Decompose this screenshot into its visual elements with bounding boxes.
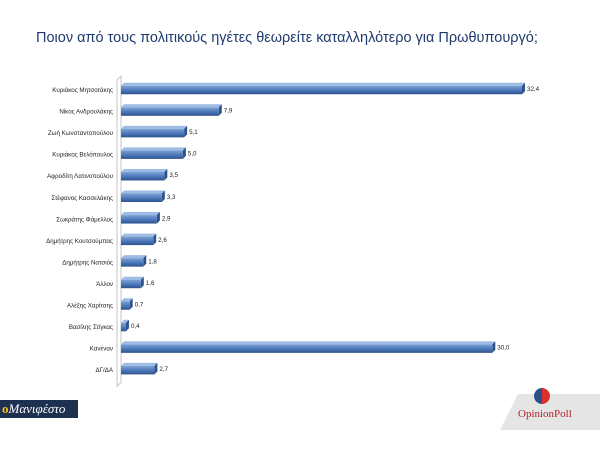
- value-label: 0,4: [131, 323, 140, 330]
- value-label: 5,0: [188, 151, 197, 158]
- value-label: 3,5: [169, 172, 178, 179]
- bar-top-face: [121, 233, 157, 237]
- bar: [121, 341, 496, 353]
- bar: [121, 319, 129, 332]
- bar: [121, 276, 144, 289]
- value-label: 32,4: [527, 86, 540, 93]
- bar-side-face: [154, 362, 158, 375]
- bar-front-face: [121, 150, 183, 159]
- value-label: 1,8: [148, 258, 157, 265]
- bar: [121, 104, 222, 116]
- bar-front-face: [121, 236, 154, 246]
- value-label: 0,7: [135, 302, 144, 309]
- value-label: 2,7: [159, 366, 168, 373]
- value-axis-wall: [116, 75, 122, 388]
- category-label: Ζωή Κωνσταντοπούλου: [48, 130, 114, 137]
- manifesto-logo-mark: ο: [2, 401, 9, 416]
- bar-side-face: [129, 298, 133, 310]
- bar-side-face: [156, 212, 160, 224]
- bar-side-face: [184, 125, 188, 138]
- bar: [121, 212, 160, 224]
- bar-top-face: [121, 82, 525, 86]
- category-label: Σωκράτης Φάμελλος: [56, 216, 113, 223]
- manifesto-logo-text: Μανιφέστο: [8, 401, 66, 416]
- bar-top-face: [121, 190, 165, 194]
- bar-top-face: [121, 255, 147, 259]
- bar-top-face: [121, 362, 158, 366]
- bar-front-face: [121, 107, 219, 116]
- bar: [121, 298, 133, 310]
- category-label: Νίκος Ανδρουλάκης: [59, 109, 113, 116]
- value-label: 2,9: [162, 215, 171, 222]
- bar-top-face: [121, 341, 496, 345]
- value-label: 7,9: [224, 108, 233, 115]
- opinionpoll-circle-icon: [534, 388, 550, 404]
- category-label: Βασίλης Στίγκας: [69, 324, 113, 331]
- bar-side-face: [143, 255, 147, 267]
- bar-front-face: [121, 279, 141, 289]
- manifesto-logo: οΜανιφέστο: [0, 400, 78, 418]
- category-label: Κανέναν: [90, 346, 113, 353]
- opinionpoll-logo-text: OpinionPoll: [518, 408, 572, 420]
- bar-side-face: [140, 276, 144, 289]
- bar-side-face: [522, 82, 525, 95]
- bar-top-face: [121, 168, 168, 172]
- value-label: 30,0: [497, 345, 510, 352]
- value-label: 1,6: [146, 280, 155, 287]
- bar-side-face: [164, 168, 168, 181]
- bar-front-face: [121, 301, 130, 310]
- bar: [121, 190, 165, 202]
- bar-top-face: [121, 212, 160, 216]
- bar-top-face: [121, 125, 188, 129]
- bar: [121, 125, 188, 138]
- bar-front-face: [121, 258, 144, 267]
- bar: [121, 168, 168, 181]
- category-label: Κυριάκος Βελόπουλος: [52, 152, 113, 159]
- category-label: Άλλον: [96, 281, 113, 288]
- opinionpoll-logo-band: [500, 394, 600, 430]
- bar-front-face: [121, 215, 157, 224]
- bar-side-face: [182, 147, 186, 159]
- category-label: Αλέξης Χαρίτσης: [67, 303, 113, 310]
- bar-front-face: [121, 322, 126, 332]
- bar-front-face: [121, 171, 165, 181]
- value-label: 2,6: [158, 237, 167, 244]
- bar-top-face: [121, 147, 186, 151]
- value-label: 3,3: [167, 194, 176, 201]
- category-label: ΔΓ/ΔΑ: [95, 367, 113, 374]
- opinionpoll-logo: OpinionPoll: [490, 388, 600, 432]
- chart-title: Ποιον από τους πολιτικούς ηγέτες θεωρείτ…: [36, 30, 538, 46]
- bar-side-face: [218, 104, 222, 116]
- bar-front-face: [121, 193, 162, 202]
- category-label: Κυριάκος Μητσοτάκης: [52, 87, 113, 94]
- bar: [121, 255, 147, 267]
- bar: [121, 233, 157, 246]
- bar-top-face: [121, 319, 129, 323]
- category-label: Δημήτρης Κουτσούμπας: [46, 238, 113, 245]
- bar-front-face: [121, 365, 155, 375]
- bar-side-face: [492, 341, 496, 353]
- bar-front-face: [121, 128, 185, 138]
- bar-side-face: [153, 233, 157, 246]
- bar: [121, 362, 158, 375]
- category-label: Αφροδίτη Λατινοπούλου: [47, 173, 114, 180]
- bar-side-face: [125, 319, 129, 332]
- bar-top-face: [121, 276, 144, 280]
- category-label: Δημήτρης Νατσιός: [62, 259, 113, 266]
- bar-front-face: [121, 344, 493, 353]
- value-label: 5,1: [189, 129, 198, 136]
- bar-top-face: [121, 298, 133, 302]
- bar: [121, 82, 525, 95]
- bar-side-face: [161, 190, 165, 202]
- bar-top-face: [121, 104, 222, 108]
- bar-front-face: [121, 85, 522, 95]
- bar: [121, 147, 186, 159]
- category-label: Στέφανος Κασσελάκης: [51, 195, 113, 202]
